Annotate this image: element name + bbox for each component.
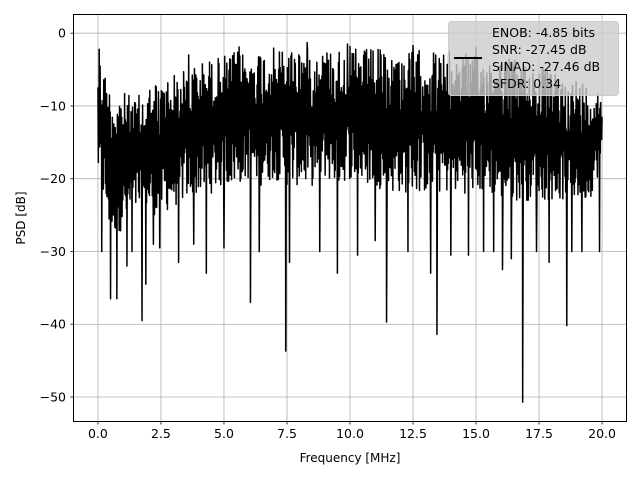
psd-series bbox=[97, 41, 603, 403]
legend-entry-enob: ENOB: -4.85 bits bbox=[492, 25, 595, 40]
legend-box bbox=[448, 21, 619, 96]
x-tick-label: 17.5 bbox=[525, 426, 553, 441]
x-tick-label: 15.0 bbox=[462, 426, 490, 441]
legend-entry-sfdr: SFDR: 0.34 bbox=[492, 76, 561, 91]
x-tick-label: 7.5 bbox=[277, 426, 297, 441]
x-axis-label: Frequency [MHz] bbox=[300, 451, 401, 465]
y-axis-ticks: 0 −10 −20 −30 −40 −50 bbox=[40, 26, 74, 404]
x-tick-label: 12.5 bbox=[399, 426, 427, 441]
y-tick-label: 0 bbox=[58, 26, 66, 41]
y-tick-label: −10 bbox=[40, 98, 66, 113]
y-tick-label: −50 bbox=[40, 389, 66, 404]
y-axis-label: PSD [dB] bbox=[14, 191, 28, 244]
y-tick-label: −20 bbox=[40, 171, 66, 186]
x-tick-label: 2.5 bbox=[151, 426, 171, 441]
x-tick-label: 5.0 bbox=[214, 426, 234, 441]
x-axis-ticks: 0.0 2.5 5.0 7.5 10.0 12.5 15.0 17.5 20.0 bbox=[88, 421, 616, 441]
psd-line bbox=[97, 41, 603, 403]
y-tick-label: −40 bbox=[40, 317, 66, 332]
y-tick-label: −30 bbox=[40, 244, 66, 259]
legend-entry-sinad: SINAD: -27.46 dB bbox=[492, 59, 600, 74]
legend: ENOB: -4.85 bits SNR: -27.45 dB SINAD: -… bbox=[448, 21, 619, 96]
x-tick-label: 20.0 bbox=[588, 426, 616, 441]
legend-entry-snr: SNR: -27.45 dB bbox=[492, 42, 587, 57]
x-tick-label: 0.0 bbox=[88, 426, 108, 441]
x-tick-label: 10.0 bbox=[336, 426, 364, 441]
